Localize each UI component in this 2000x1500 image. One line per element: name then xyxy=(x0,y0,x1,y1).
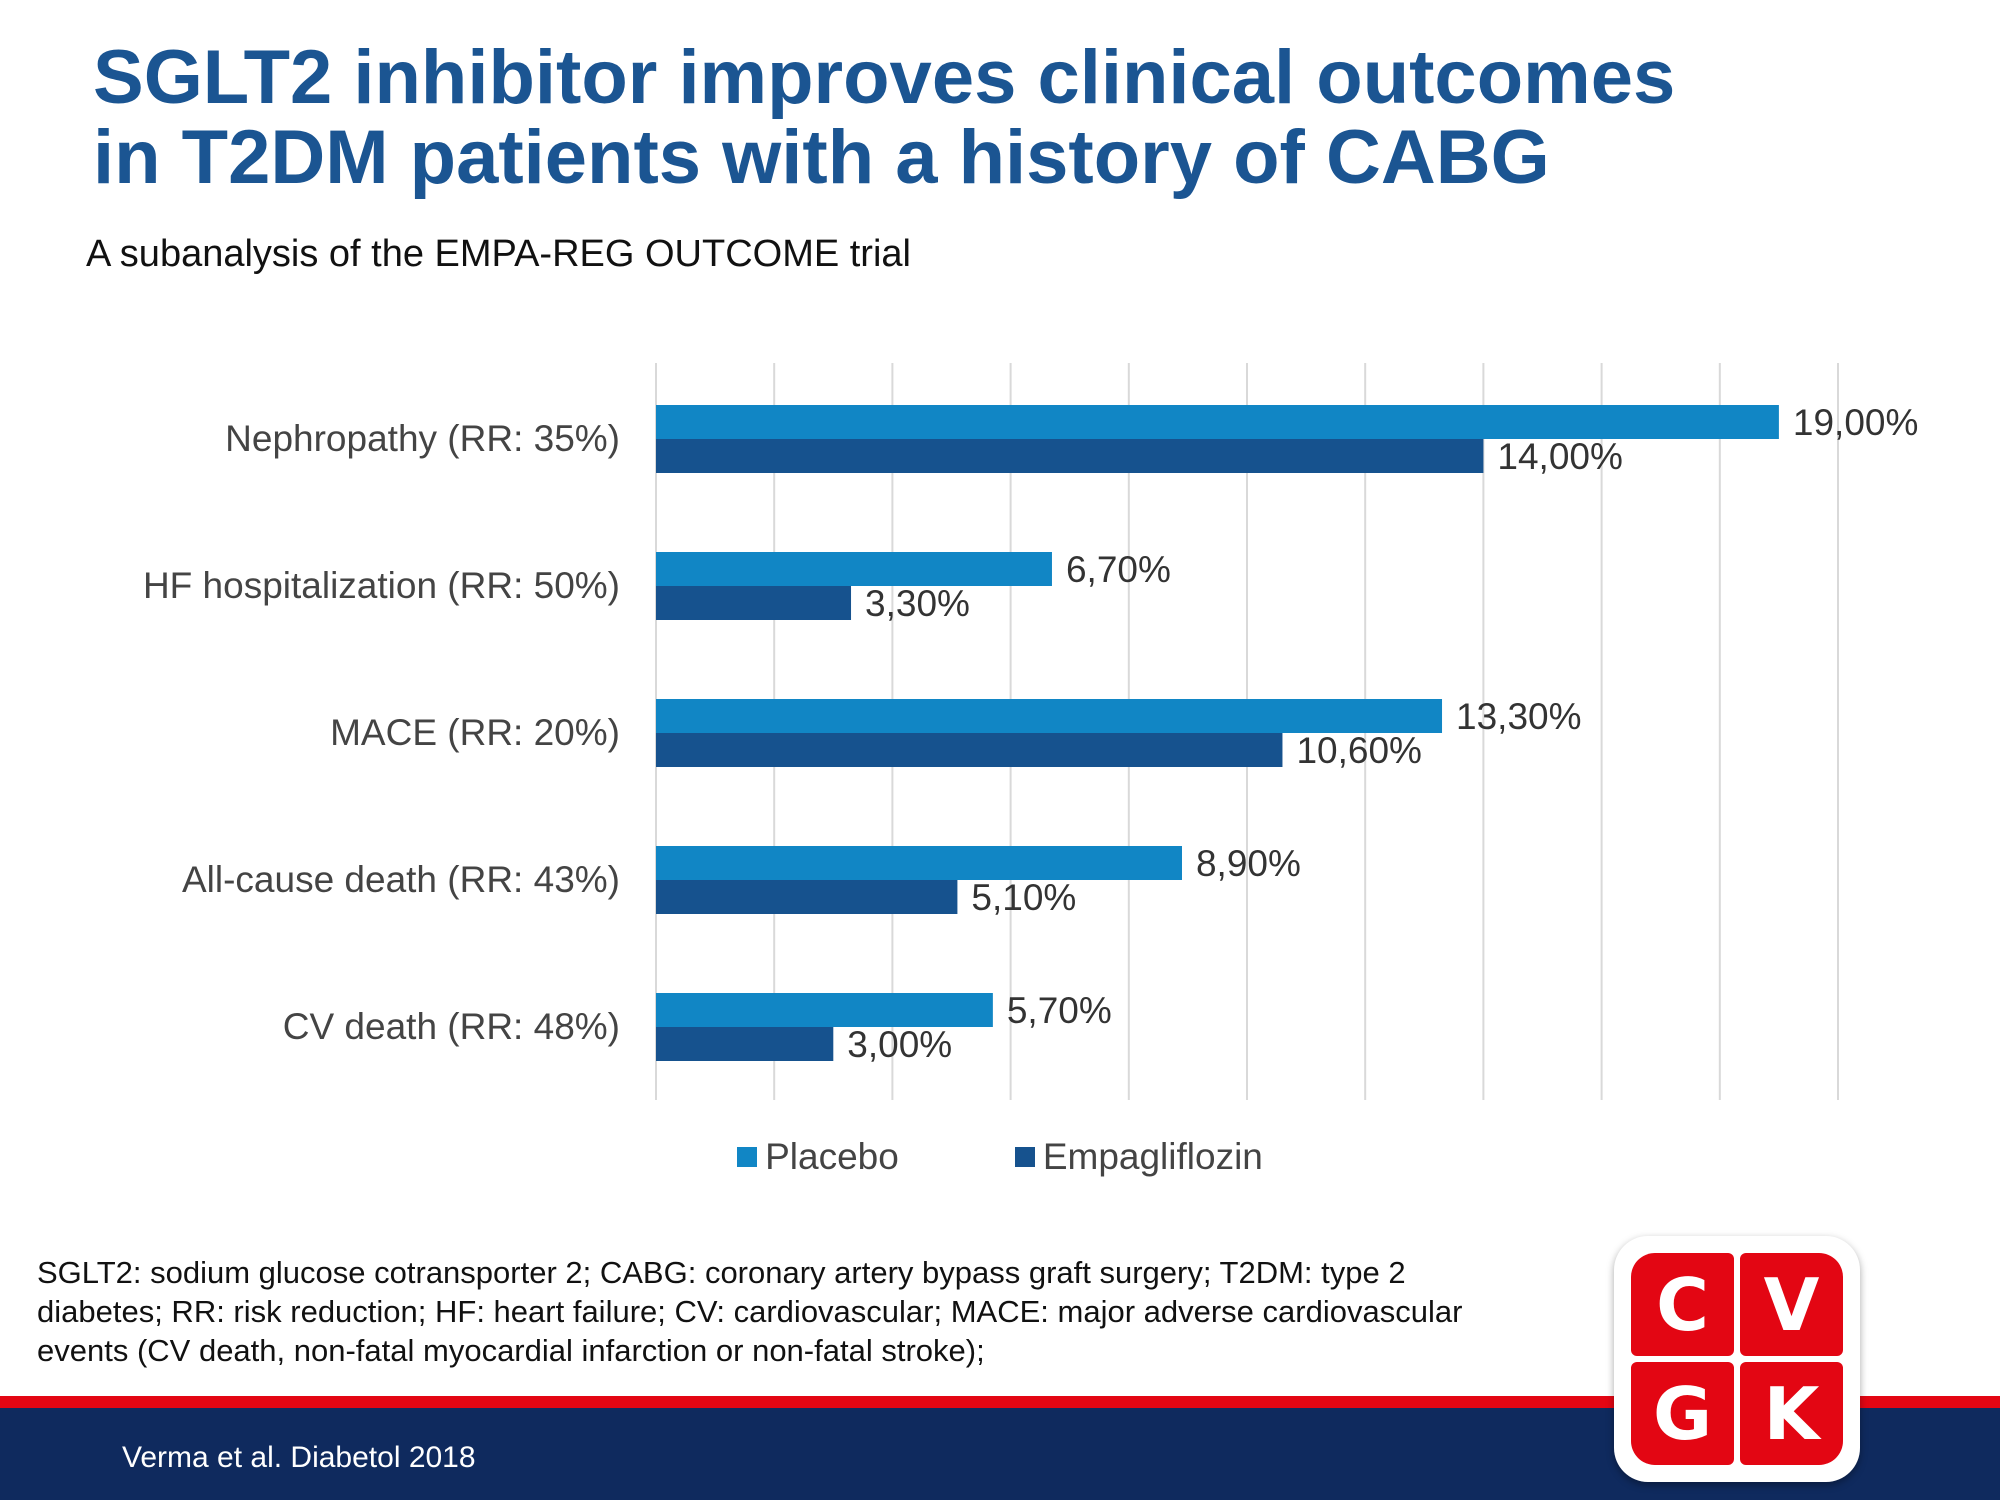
data-label-placebo: 19,00% xyxy=(1793,402,1919,443)
subtitle: A subanalysis of the EMPA-REG OUTCOME tr… xyxy=(86,233,911,275)
logo-letter-k: K xyxy=(1740,1362,1843,1465)
legend-item-empagliflozin: Empagliflozin xyxy=(1014,1136,1263,1178)
legend-swatch-placebo xyxy=(737,1147,758,1167)
data-label-placebo: 6,70% xyxy=(1066,549,1171,590)
logo-letter-c: C xyxy=(1631,1253,1734,1356)
data-label-empagliflozin: 14,00% xyxy=(1497,436,1623,477)
bar-empagliflozin xyxy=(656,733,1283,767)
category-label: MACE (RR: 20%) xyxy=(330,712,620,753)
data-label-empagliflozin: 5,10% xyxy=(971,877,1076,918)
data-label-empagliflozin: 3,30% xyxy=(865,583,970,624)
bar-empagliflozin xyxy=(656,586,852,620)
title-line-1: SGLT2 inhibitor improves clinical outcom… xyxy=(93,35,1676,120)
chart-legend: Placebo Empagliflozin xyxy=(0,1136,2000,1178)
category-label: Nephropathy (RR: 35%) xyxy=(225,418,620,459)
bar-empagliflozin xyxy=(656,1027,834,1061)
bar-placebo xyxy=(656,552,1052,586)
legend-swatch-empagliflozin xyxy=(1014,1147,1035,1167)
bar-placebo xyxy=(656,846,1182,880)
legend-label-empagliflozin: Empagliflozin xyxy=(1042,1136,1263,1177)
cvgk-logo: C V G K xyxy=(1614,1236,1860,1482)
logo-letter-g: G xyxy=(1631,1362,1734,1465)
footnote-line-2: diabetes; RR: risk reduction; HF: heart … xyxy=(37,1294,1463,1329)
page-title: SGLT2 inhibitor improves clinical outcom… xyxy=(93,38,1933,198)
data-label-placebo: 5,70% xyxy=(1007,990,1112,1031)
legend-label-placebo: Placebo xyxy=(765,1136,899,1177)
bar-placebo xyxy=(656,993,993,1027)
title-line-2: in T2DM patients with a history of CABG xyxy=(93,115,1550,200)
data-label-empagliflozin: 10,60% xyxy=(1296,730,1422,771)
bar-chart: Nephropathy (RR: 35%) 19,00% 14,00% HF hosp… xyxy=(143,363,1919,1100)
bar-empagliflozin xyxy=(656,439,1484,473)
category-label: HF hospitalization (RR: 50%) xyxy=(143,565,620,606)
footnote-line-3: events (CV death, non-fatal myocardial i… xyxy=(37,1333,985,1368)
bar-placebo xyxy=(656,405,1779,439)
category-label: All-cause death (RR: 43%) xyxy=(182,859,620,900)
bar-placebo xyxy=(656,699,1443,733)
data-label-empagliflozin: 3,00% xyxy=(847,1024,952,1065)
footnote: SGLT2: sodium glucose cotransporter 2; C… xyxy=(37,1253,1597,1370)
footer-accent-line xyxy=(0,1396,2000,1408)
legend-item-placebo: Placebo xyxy=(737,1136,899,1178)
citation: Verma et al. Diabetol 2018 xyxy=(122,1441,476,1474)
logo-letter-v: V xyxy=(1740,1253,1843,1356)
bar-empagliflozin xyxy=(656,880,958,914)
data-label-placebo: 8,90% xyxy=(1196,843,1301,884)
footnote-line-1: SGLT2: sodium glucose cotransporter 2; C… xyxy=(37,1255,1406,1290)
data-label-placebo: 13,30% xyxy=(1456,696,1582,737)
category-label: CV death (RR: 48%) xyxy=(283,1006,620,1047)
